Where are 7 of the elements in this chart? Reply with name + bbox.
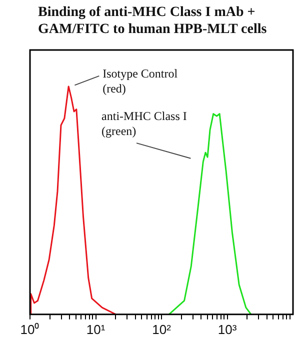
chart-title: Binding of anti-MHC Class I mAb + GAM/FITC to human HPB-MLT cells (38, 4, 268, 38)
x-tick-label: 10¹ (86, 322, 106, 337)
annotation: anti-MHC Class I (green) (102, 108, 187, 138)
x-tick-label: 10⁰ (20, 322, 40, 337)
x-tick-label: 10³ (218, 322, 238, 337)
x-tick-label: 10² (152, 322, 172, 337)
annotation: Isotype Control (red) (102, 66, 178, 96)
